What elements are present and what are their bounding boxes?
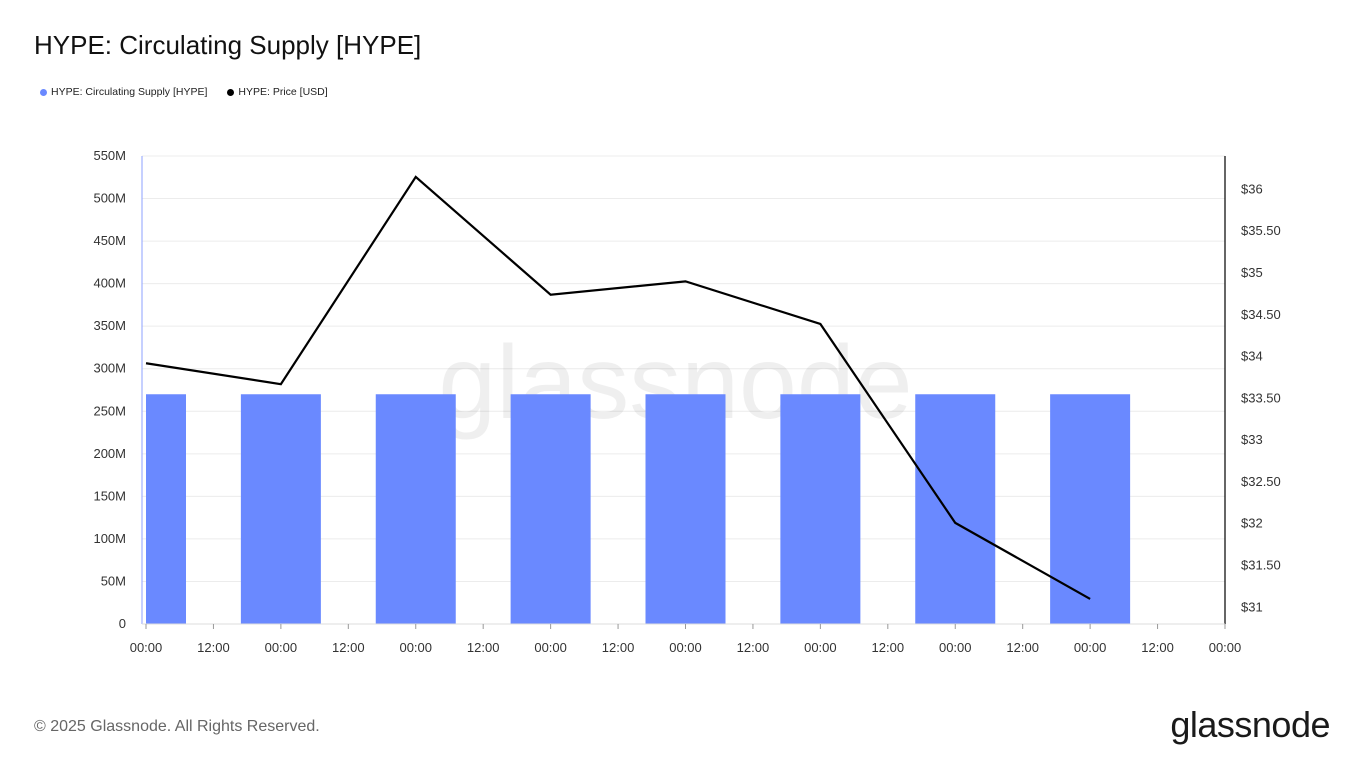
x-axis-tick-label: 00:00 (534, 640, 567, 655)
left-axis-tick-label: 500M (93, 191, 126, 206)
copyright-text: © 2025 Glassnode. All Rights Reserved. (34, 718, 320, 735)
left-axis-tick-label: 400M (93, 276, 126, 291)
x-axis-tick-label: 12:00 (1006, 640, 1039, 655)
x-axis-tick-label: 00:00 (1074, 640, 1107, 655)
left-axis-tick-label: 150M (93, 488, 126, 503)
left-axis-tick-label: 300M (93, 361, 126, 376)
left-axis-tick-label: 200M (93, 446, 126, 461)
legend-item-price[interactable]: HYPE: Price [USD] (227, 86, 328, 98)
legend: HYPE: Circulating Supply [HYPE] HYPE: Pr… (40, 86, 328, 98)
supply-bar (1050, 394, 1131, 624)
supply-bar (780, 394, 861, 624)
price-line (145, 175, 1091, 600)
x-axis-tick-label: 12:00 (197, 640, 230, 655)
x-axis-tick-label: 00:00 (1209, 640, 1242, 655)
x-axis-tick-label: 12:00 (332, 640, 365, 655)
left-axis-tick-label: 350M (93, 318, 126, 333)
right-axis-tick-label: $34.50 (1241, 307, 1281, 322)
right-axis-tick-label: $33.50 (1241, 390, 1281, 405)
chart-canvas: 0 50M 100M 150M 200M 250M 300M 350M 400M 450M 500M… (93, 148, 1281, 655)
supply-bar (146, 394, 186, 624)
x-axis-tick-label: 00:00 (130, 640, 163, 655)
x-axis-tick-label: 00:00 (669, 640, 702, 655)
left-axis-tick-label: 250M (93, 403, 126, 418)
x-axis-tick-label: 12:00 (737, 640, 770, 655)
right-axis-tick-label: $32 (1241, 516, 1263, 531)
x-axis-tick-label: 12:00 (467, 640, 500, 655)
x-axis-tick-label: 00:00 (804, 640, 837, 655)
supply-bar (510, 394, 591, 624)
x-axis-tick-label: 12:00 (1141, 640, 1174, 655)
right-axis-tick-label: $36 (1241, 181, 1263, 196)
supply-bar (915, 394, 996, 624)
left-axis-tick-label: 50M (101, 573, 126, 588)
right-axis-tick-label: $31.50 (1241, 558, 1281, 573)
legend-swatch-supply (40, 88, 47, 96)
supply-bar (240, 394, 321, 624)
left-axis-tick-label: 550M (93, 148, 126, 163)
left-axis-tick-label: 100M (93, 531, 126, 546)
x-axis-tick-label: 12:00 (872, 640, 905, 655)
left-axis-tick-label: 450M (93, 233, 126, 248)
supply-bar (645, 394, 726, 624)
x-axis-tick-label: 00:00 (399, 640, 432, 655)
chart-title: HYPE: Circulating Supply [HYPE] (34, 30, 422, 60)
x-axis-tick-label: 00:00 (939, 640, 972, 655)
glassnode-logo: glassnode (1170, 704, 1330, 745)
left-axis-tick-label: 0 (119, 616, 126, 631)
right-axis-tick-label: $33 (1241, 432, 1263, 447)
legend-label-price: HYPE: Price [USD] (238, 86, 328, 98)
right-axis-tick-label: $31 (1241, 599, 1263, 614)
x-axis-tick-label: 12:00 (602, 640, 635, 655)
legend-item-supply[interactable]: HYPE: Circulating Supply [HYPE] (40, 86, 207, 98)
right-axis-tick-label: $35.50 (1241, 223, 1281, 238)
right-axis-tick-label: $32.50 (1241, 474, 1281, 489)
legend-label-supply: HYPE: Circulating Supply [HYPE] (51, 86, 208, 98)
supply-bar (375, 394, 456, 624)
legend-swatch-price (227, 88, 235, 96)
x-axis-tick-label: 00:00 (265, 640, 298, 655)
right-axis-tick-label: $35 (1241, 265, 1263, 280)
right-axis-tick-label: $34 (1241, 349, 1263, 364)
